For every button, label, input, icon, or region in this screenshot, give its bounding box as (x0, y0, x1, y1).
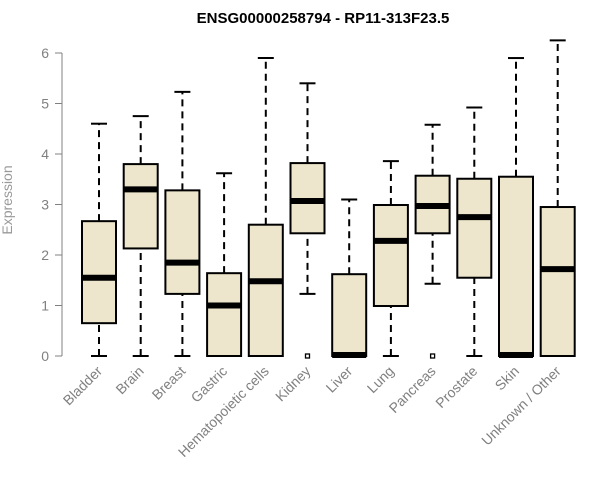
category-label: Unknown / Other (478, 363, 564, 449)
y-axis: 0 1 2 3 4 5 6 (41, 45, 63, 364)
iqr-box (498, 175, 534, 357)
y-tick-label: 1 (41, 298, 49, 314)
outlier-point (304, 353, 311, 359)
box-gastric (206, 172, 243, 357)
boxes (81, 39, 576, 359)
iqr-box (331, 273, 368, 357)
iqr-box (539, 206, 576, 357)
iqr-box (122, 163, 159, 250)
box-kidney (289, 82, 326, 359)
category-label: Skin (492, 363, 523, 394)
category-label: Liver (323, 363, 356, 396)
box-lung (372, 160, 409, 357)
category-label: Brain (112, 363, 146, 397)
box-prostate (456, 106, 493, 357)
box-skin (498, 57, 534, 358)
y-axis-label: Expression (0, 165, 15, 234)
y-tick-label: 6 (41, 45, 49, 61)
category-label: Prostate (432, 363, 480, 411)
box-brain (122, 115, 159, 357)
category-label: Breast (149, 363, 189, 403)
iqr-box (247, 223, 284, 357)
outlier-point (429, 353, 436, 359)
y-tick-label: 2 (41, 247, 49, 263)
category-label: Bladder (60, 363, 106, 409)
box-hematopoietic-cells (247, 57, 284, 357)
y-tick-label: 5 (41, 96, 49, 112)
box-unknown-other (539, 39, 576, 357)
y-tick-label: 4 (41, 146, 49, 162)
box-breast (164, 90, 201, 357)
iqr-box (372, 204, 409, 308)
y-tick-label: 0 (41, 348, 49, 364)
box-bladder (81, 122, 117, 357)
iqr-box (456, 177, 493, 279)
category-label: Lung (364, 363, 397, 396)
box-liver (331, 198, 368, 358)
y-tick-label: 3 (41, 197, 49, 213)
chart-title: ENSG00000258794 - RP11-313F23.5 (197, 10, 450, 27)
category-label: Kidney (272, 363, 314, 405)
iqr-box (164, 189, 201, 295)
iqr-box (81, 220, 117, 325)
box-pancreas (414, 123, 451, 359)
iqr-box (206, 272, 243, 357)
